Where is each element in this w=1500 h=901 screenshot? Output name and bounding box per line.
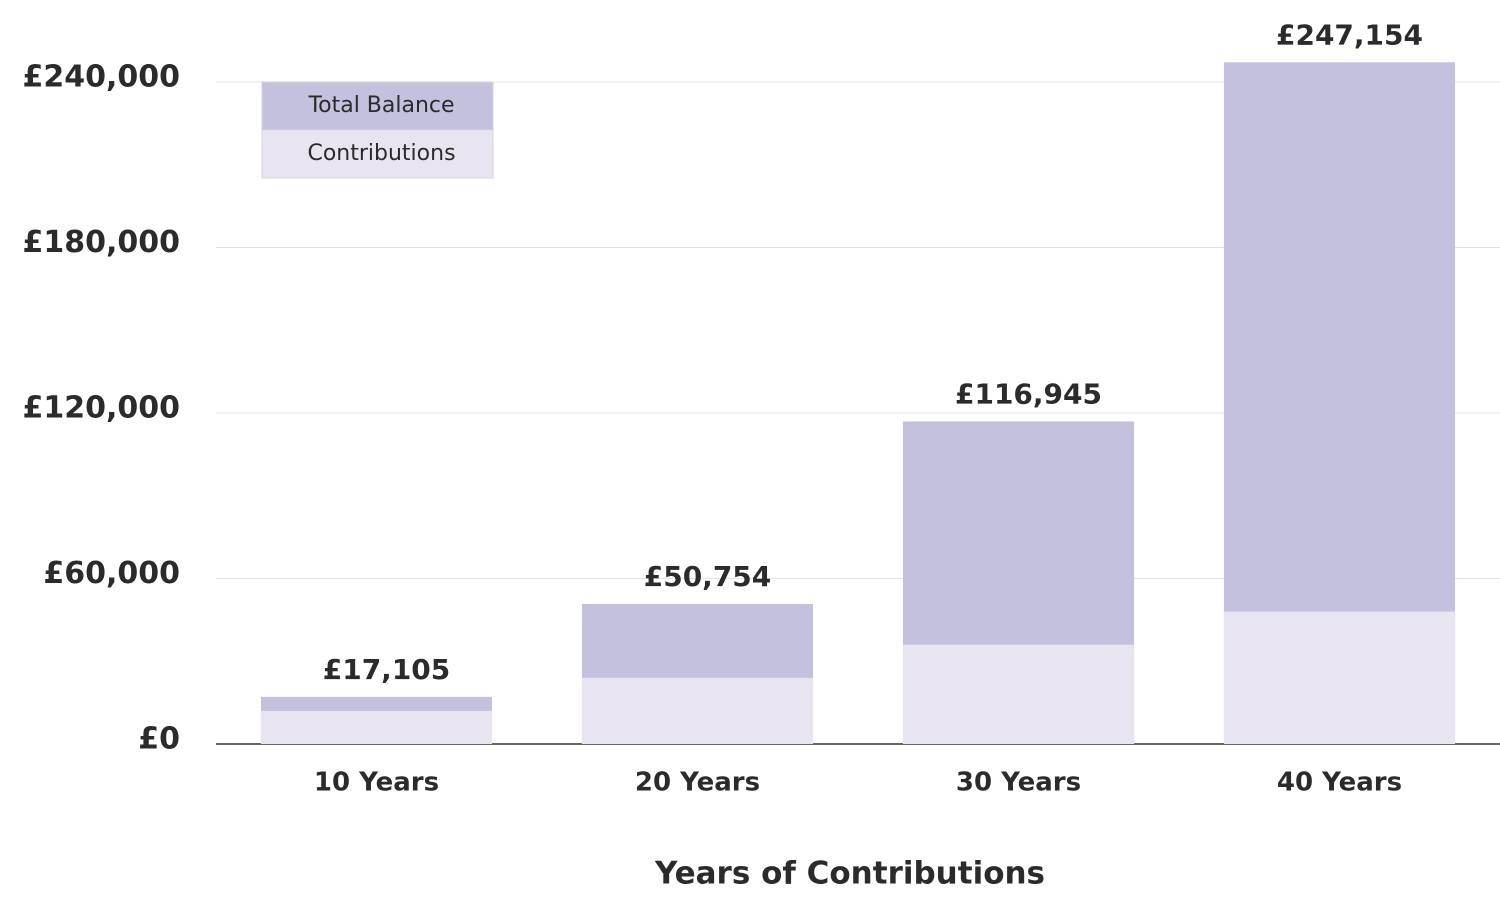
- x-tick-label: 30 Years: [956, 768, 1081, 798]
- y-tick-label: £0: [138, 722, 180, 757]
- data-label: £17,105: [323, 653, 451, 686]
- y-tick-label: £120,000: [22, 391, 180, 426]
- x-axis-label: Years of Contributions: [654, 856, 1045, 892]
- y-tick-label: £180,000: [22, 225, 180, 260]
- x-tick-label: 40 Years: [1277, 768, 1402, 798]
- legend-swatch: [261, 129, 494, 179]
- data-label: £247,154: [1276, 18, 1423, 51]
- y-tick-label: £240,000: [22, 60, 180, 95]
- legend-label: Total Balance: [307, 93, 454, 118]
- bar: [581, 677, 814, 744]
- bar: [1223, 611, 1456, 744]
- y-tick-label: £60,000: [43, 556, 180, 591]
- bar: [902, 644, 1135, 744]
- data-label: £50,754: [644, 560, 772, 593]
- bar: [260, 710, 493, 744]
- x-tick-label: 20 Years: [635, 768, 760, 798]
- legend-label: Contributions: [307, 141, 455, 166]
- data-label: £116,945: [955, 377, 1102, 410]
- legend-swatch: [261, 81, 494, 131]
- x-tick-label: 10 Years: [314, 768, 439, 798]
